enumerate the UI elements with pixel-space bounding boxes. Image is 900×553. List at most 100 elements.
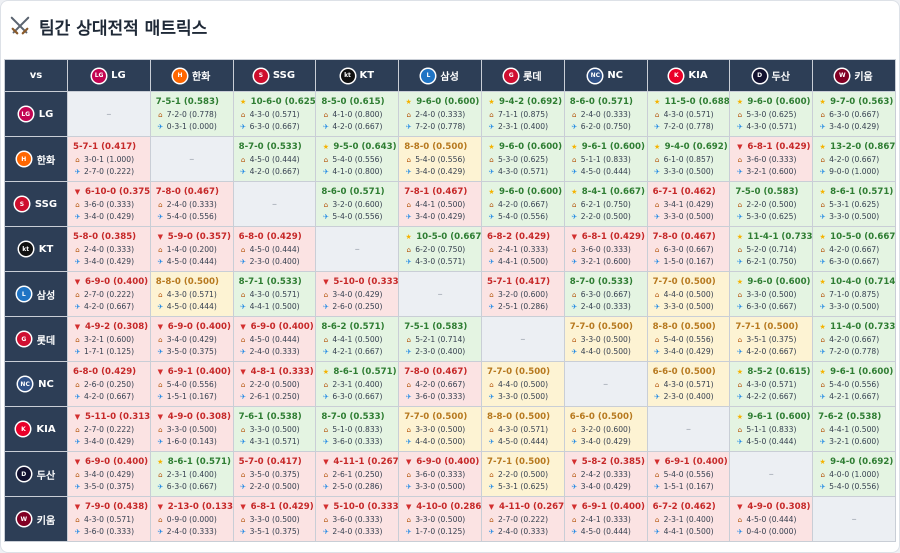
row-header-team[interactable]: W 키움	[4, 496, 68, 542]
matchup-cell[interactable]: ★ 11-4-1 (0.733) ⌂ 5-2-0 (0.714) ✈ 6-2-1 (0.…	[729, 226, 814, 272]
column-header-team[interactable]: L 삼성	[398, 59, 482, 92]
column-header-team[interactable]: NC NC	[563, 59, 648, 92]
row-header-team[interactable]: G 롯데	[4, 316, 68, 362]
matchup-cell[interactable]: ▼ 5-11-0 (0.313) ⌂ 2-7-0 (0.222) ✈ 3-4-0 (0.…	[67, 406, 151, 452]
matchup-cell[interactable]: ★ 10-5-0 (0.667) ⌂ 4-2-0 (0.667) ✈ 6-3-0 (0.…	[812, 226, 896, 272]
matchup-cell[interactable]: ▼ 6-8-1 (0.429) ⌂ 3-6-0 (0.333) ✈ 3-2-1 (0.6…	[563, 226, 648, 272]
matchup-cell[interactable]: 8-6-2 (0.571) ⌂ 4-4-1 (0.500) ✈ 4-2-1 (0.667…	[315, 316, 400, 362]
matchup-cell[interactable]: ★ 9-5-0 (0.643) ⌂ 5-4-0 (0.556) ✈ 4-1-0 (0.8…	[315, 136, 400, 182]
matchup-cell[interactable]: ★ 8-4-1 (0.667) ⌂ 6-2-1 (0.750) ✈ 2-2-0 (0.5…	[563, 181, 648, 227]
matchup-cell[interactable]: 6-7-1 (0.462) ⌂ 3-4-1 (0.429) ✈ 3-3-0 (0.500…	[646, 181, 731, 227]
row-header-team[interactable]: LG LG	[4, 91, 68, 137]
column-header-team[interactable]: LG LG	[67, 59, 151, 92]
column-header-team[interactable]: D 두산	[729, 59, 814, 92]
matchup-cell[interactable]: 7-8-0 (0.467) ⌂ 4-2-0 (0.667) ✈ 3-6-0 (0.333…	[398, 361, 482, 407]
matchup-cell[interactable]: 8-8-0 (0.500) ⌂ 4-3-0 (0.571) ✈ 4-5-0 (0.444…	[149, 271, 234, 317]
matchup-cell[interactable]: ★ 10-6-0 (0.625) ⌂ 4-3-0 (0.571) ✈ 6-3-0 (0.…	[232, 91, 317, 137]
row-header-team[interactable]: S SSG	[4, 181, 68, 227]
column-header-team[interactable]: kt KT	[315, 59, 400, 92]
matchup-cell[interactable]: 7-7-0 (0.500) ⌂ 4-4-0 (0.500) ✈ 3-3-0 (0.500…	[480, 361, 565, 407]
matchup-cell[interactable]: ★ 9-4-0 (0.692) ⌂ 6-1-0 (0.857) ✈ 3-3-0 (0.5…	[646, 136, 731, 182]
matchup-cell[interactable]: 7-7-0 (0.500) ⌂ 4-4-0 (0.500) ✈ 3-3-0 (0.500…	[646, 271, 731, 317]
column-header-team[interactable]: H 한화	[149, 59, 234, 92]
row-header-team[interactable]: kt KT	[4, 226, 68, 272]
matchup-cell[interactable]: ▼ 6-10-0 (0.375) ⌂ 3-6-0 (0.333) ✈ 3-4-0 (0.…	[67, 181, 151, 227]
matchup-cell[interactable]: ▼ 6-9-0 (0.400) ⌂ 3-4-0 (0.429) ✈ 3-5-0 (0.3…	[67, 451, 151, 497]
matchup-cell[interactable]: 5-7-1 (0.417) ⌂ 3-2-0 (0.600) ✈ 2-5-1 (0.286…	[480, 271, 565, 317]
matchup-cell[interactable]: ▼ 2-13-0 (0.133) ⌂ 0-9-0 (0.000) ✈ 2-4-0 (0.…	[149, 496, 234, 542]
matchup-cell[interactable]: 7-8-1 (0.467) ⌂ 4-4-1 (0.500) ✈ 3-4-0 (0.429…	[398, 181, 482, 227]
row-header-team[interactable]: L 삼성	[4, 271, 68, 317]
matchup-cell[interactable]: ▼ 4-9-2 (0.308) ⌂ 3-2-1 (0.600) ✈ 1-7-1 (0.1…	[67, 316, 151, 362]
column-header-team[interactable]: G 롯데	[480, 59, 565, 92]
matchup-cell[interactable]: ▼ 6-9-0 (0.400) ⌂ 2-7-0 (0.222) ✈ 4-2-0 (0.6…	[67, 271, 151, 317]
matchup-cell[interactable]: ★ 9-7-0 (0.563) ⌂ 6-3-0 (0.667) ✈ 3-4-0 (0.4…	[812, 91, 896, 137]
matchup-cell[interactable]: ★ 9-6-0 (0.600) ⌂ 2-4-0 (0.333) ✈ 7-2-0 (0.7…	[398, 91, 482, 137]
matchup-cell[interactable]: ▼ 6-9-0 (0.400) ⌂ 3-4-0 (0.429) ✈ 3-5-0 (0.3…	[149, 316, 234, 362]
matchup-cell[interactable]: ★ 11-5-0 (0.688) ⌂ 4-3-0 (0.571) ✈ 7-2-0 (0.…	[646, 91, 731, 137]
matchup-cell[interactable]: 7-5-0 (0.583) ⌂ 2-2-0 (0.500) ✈ 5-3-0 (0.625…	[729, 181, 814, 227]
matchup-cell[interactable]: 8-6-0 (0.571) ⌂ 2-4-0 (0.333) ✈ 6-2-0 (0.750…	[563, 91, 648, 137]
matchup-cell[interactable]: 6-7-2 (0.462) ⌂ 2-3-1 (0.400) ✈ 4-4-1 (0.500…	[646, 496, 731, 542]
row-header-team[interactable]: K KIA	[4, 406, 68, 452]
matchup-cell[interactable]: 8-8-0 (0.500) ⌂ 4-3-0 (0.571) ✈ 4-5-0 (0.444…	[480, 406, 565, 452]
matchup-cell[interactable]: ★ 13-2-0 (0.867) ⌂ 4-2-0 (0.667) ✈ 9-0-0 (1.…	[812, 136, 896, 182]
matchup-cell[interactable]: 8-8-0 (0.500) ⌂ 5-4-0 (0.556) ✈ 3-4-0 (0.429…	[398, 136, 482, 182]
matchup-cell[interactable]: ★ 8-6-1 (0.571) ⌂ 5-3-1 (0.625) ✈ 3-3-0 (0.5…	[812, 181, 896, 227]
matchup-cell[interactable]: 7-6-1 (0.538) ⌂ 3-3-0 (0.500) ✈ 4-3-1 (0.571…	[232, 406, 317, 452]
row-header-team[interactable]: D 두산	[4, 451, 68, 497]
matchup-cell[interactable]: 7-7-1 (0.500) ⌂ 2-2-0 (0.500) ✈ 5-3-1 (0.625…	[480, 451, 565, 497]
row-header-team[interactable]: H 한화	[4, 136, 68, 182]
matchup-cell[interactable]: 7-8-0 (0.467) ⌂ 6-3-0 (0.667) ✈ 1-5-0 (0.167…	[646, 226, 731, 272]
matchup-cell[interactable]: 7-5-1 (0.583) ⌂ 5-2-1 (0.714) ✈ 2-3-0 (0.400…	[398, 316, 482, 362]
matchup-cell[interactable]: ▼ 6-9-0 (0.400) ⌂ 4-5-0 (0.444) ✈ 2-4-0 (0.3…	[232, 316, 317, 362]
matchup-cell[interactable]: ★ 9-6-0 (0.600) ⌂ 3-3-0 (0.500) ✈ 6-3-0 (0.6…	[729, 271, 814, 317]
matchup-cell[interactable]: ▼ 6-9-1 (0.400) ⌂ 5-4-0 (0.556) ✈ 1-5-1 (0.1…	[149, 361, 234, 407]
matchup-cell[interactable]: 5-8-0 (0.385) ⌂ 2-4-0 (0.333) ✈ 3-4-0 (0.429…	[67, 226, 151, 272]
matchup-cell[interactable]: ▼ 4-10-0 (0.286) ⌂ 3-3-0 (0.500) ✈ 1-7-0 (0.…	[398, 496, 482, 542]
matchup-cell[interactable]: ▼ 4-9-0 (0.308) ⌂ 3-3-0 (0.500) ✈ 1-6-0 (0.1…	[149, 406, 234, 452]
matchup-cell[interactable]: ★ 9-6-0 (0.600) ⌂ 5-3-0 (0.625) ✈ 4-3-0 (0.5…	[480, 136, 565, 182]
matchup-cell[interactable]: ▼ 7-9-0 (0.438) ⌂ 4-3-0 (0.571) ✈ 3-6-0 (0.3…	[67, 496, 151, 542]
column-header-team[interactable]: S SSG	[232, 59, 317, 92]
matchup-cell[interactable]: ▼ 6-9-1 (0.400) ⌂ 2-4-1 (0.333) ✈ 4-5-0 (0.4…	[563, 496, 648, 542]
matchup-cell[interactable]: 6-8-2 (0.429) ⌂ 2-4-1 (0.333) ✈ 4-4-1 (0.500…	[480, 226, 565, 272]
matchup-cell[interactable]: ★ 9-6-1 (0.600) ⌂ 5-1-1 (0.833) ✈ 4-5-0 (0.4…	[563, 136, 648, 182]
row-header-team[interactable]: NC NC	[4, 361, 68, 407]
matchup-cell[interactable]: 7-6-2 (0.538) ⌂ 4-4-1 (0.500) ✈ 3-2-1 (0.600…	[812, 406, 896, 452]
column-header-team[interactable]: K KIA	[646, 59, 731, 92]
matchup-cell[interactable]: 5-7-0 (0.417) ⌂ 3-5-0 (0.375) ✈ 2-2-0 (0.500…	[232, 451, 317, 497]
matchup-cell[interactable]: ▼ 6-9-1 (0.400) ⌂ 5-4-0 (0.556) ✈ 1-5-1 (0.1…	[646, 451, 731, 497]
matchup-cell[interactable]: ★ 9-4-0 (0.692) ⌂ 4-0-0 (1.000) ✈ 5-4-0 (0.5…	[812, 451, 896, 497]
matchup-cell[interactable]: 6-8-0 (0.429) ⌂ 4-5-0 (0.444) ✈ 2-3-0 (0.400…	[232, 226, 317, 272]
matchup-cell[interactable]: ▼ 4-8-1 (0.333) ⌂ 2-2-0 (0.500) ✈ 2-6-1 (0.2…	[232, 361, 317, 407]
matchup-cell[interactable]: ★ 10-5-0 (0.667) ⌂ 6-2-0 (0.750) ✈ 4-3-0 (0.…	[398, 226, 482, 272]
matchup-cell[interactable]: 8-7-1 (0.533) ⌂ 4-3-0 (0.571) ✈ 4-4-1 (0.500…	[232, 271, 317, 317]
matchup-cell[interactable]: ★ 10-4-0 (0.714) ⌂ 7-1-0 (0.875) ✈ 3-3-0 (0.…	[812, 271, 896, 317]
matchup-cell[interactable]: ▼ 5-10-0 (0.333) ⌂ 3-4-0 (0.429) ✈ 2-6-0 (0.…	[315, 271, 400, 317]
matchup-cell[interactable]: ★ 11-4-0 (0.733) ⌂ 4-2-0 (0.667) ✈ 7-2-0 (0.…	[812, 316, 896, 362]
matchup-cell[interactable]: ▼ 5-9-0 (0.357) ⌂ 1-4-0 (0.200) ✈ 4-5-0 (0.4…	[149, 226, 234, 272]
matchup-cell[interactable]: 8-7-0 (0.533) ⌂ 4-5-0 (0.444) ✈ 4-2-0 (0.667…	[232, 136, 317, 182]
matchup-cell[interactable]: ★ 9-4-2 (0.692) ⌂ 7-1-1 (0.875) ✈ 2-3-1 (0.4…	[480, 91, 565, 137]
matchup-cell[interactable]: ▼ 4-11-0 (0.267) ⌂ 2-7-0 (0.222) ✈ 2-4-0 (0.…	[480, 496, 565, 542]
matchup-cell[interactable]: 7-5-1 (0.583) ⌂ 7-2-0 (0.778) ✈ 0-3-1 (0.000…	[149, 91, 234, 137]
matchup-cell[interactable]: 7-8-0 (0.467) ⌂ 2-4-0 (0.333) ✈ 5-4-0 (0.556…	[149, 181, 234, 227]
matchup-cell[interactable]: ▼ 6-8-1 (0.429) ⌂ 3-3-0 (0.500) ✈ 3-5-1 (0.3…	[232, 496, 317, 542]
matchup-cell[interactable]: 8-7-0 (0.533) ⌂ 6-3-0 (0.667) ✈ 2-4-0 (0.333…	[563, 271, 648, 317]
column-header-team[interactable]: W 키움	[812, 59, 896, 92]
matchup-cell[interactable]: 7-7-0 (0.500) ⌂ 3-3-0 (0.500) ✈ 4-4-0 (0.500…	[398, 406, 482, 452]
matchup-cell[interactable]: 8-8-0 (0.500) ⌂ 5-4-0 (0.556) ✈ 3-4-0 (0.429…	[646, 316, 731, 362]
matchup-cell[interactable]: ★ 8-5-2 (0.615) ⌂ 4-3-0 (0.571) ✈ 4-2-2 (0.6…	[729, 361, 814, 407]
matchup-cell[interactable]: 5-7-1 (0.417) ⌂ 3-0-1 (1.000) ✈ 2-7-0 (0.222…	[67, 136, 151, 182]
matchup-cell[interactable]: 6-6-0 (0.500) ⌂ 3-2-0 (0.600) ✈ 3-4-0 (0.429…	[563, 406, 648, 452]
matchup-cell[interactable]: 6-8-0 (0.429) ⌂ 2-6-0 (0.250) ✈ 4-2-0 (0.667…	[67, 361, 151, 407]
matchup-cell[interactable]: ★ 9-6-1 (0.600) ⌂ 5-1-1 (0.833) ✈ 4-5-0 (0.4…	[729, 406, 814, 452]
matchup-cell[interactable]: ▼ 5-10-0 (0.333) ⌂ 3-6-0 (0.333) ✈ 2-4-0 (0.…	[315, 496, 400, 542]
matchup-cell[interactable]: 6-6-0 (0.500) ⌂ 4-3-0 (0.571) ✈ 2-3-0 (0.400…	[646, 361, 731, 407]
matchup-cell[interactable]: ▼ 6-8-1 (0.429) ⌂ 3-6-0 (0.333) ✈ 3-2-1 (0.6…	[729, 136, 814, 182]
matchup-cell[interactable]: ★ 8-6-1 (0.571) ⌂ 2-3-1 (0.400) ✈ 6-3-0 (0.6…	[149, 451, 234, 497]
matchup-cell[interactable]: 8-5-0 (0.615) ⌂ 4-1-0 (0.800) ✈ 4-2-0 (0.667…	[315, 91, 400, 137]
matchup-cell[interactable]: ★ 9-6-0 (0.600) ⌂ 4-2-0 (0.667) ✈ 5-4-0 (0.5…	[480, 181, 565, 227]
matchup-cell[interactable]: 8-6-0 (0.571) ⌂ 3-2-0 (0.600) ✈ 5-4-0 (0.556…	[315, 181, 400, 227]
